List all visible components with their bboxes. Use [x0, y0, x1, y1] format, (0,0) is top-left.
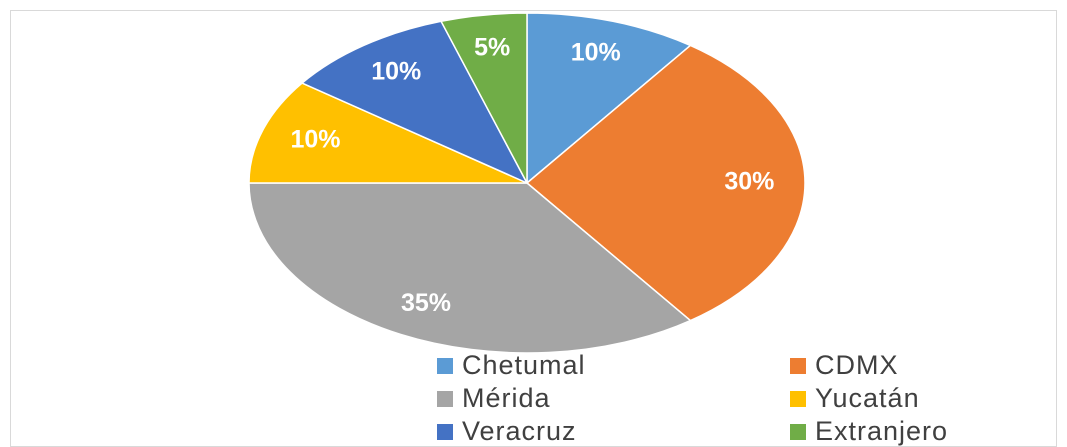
legend-label: CDMX [815, 350, 899, 380]
legend-swatch [437, 391, 453, 407]
legend-label: Mérida [462, 383, 551, 413]
pie-slice [439, 12, 528, 184]
legend-label: Extranjero [815, 416, 948, 446]
legend-swatch [790, 391, 806, 407]
pie-slice [525, 44, 806, 322]
legend-swatch [437, 358, 453, 374]
legend-label: Chetumal [462, 350, 586, 380]
pie-slice [526, 12, 692, 185]
legend-label: Yucatán [815, 383, 920, 413]
legend-swatch [790, 358, 806, 374]
data-label: 10% [571, 38, 621, 66]
pie-slice [300, 20, 529, 185]
data-label: 30% [724, 168, 774, 196]
pie-slice [248, 182, 692, 354]
data-label: 5% [474, 33, 510, 61]
legend-swatch [437, 424, 453, 440]
data-label: 35% [401, 289, 451, 317]
legend-swatch [790, 424, 806, 440]
data-label: 10% [290, 126, 340, 154]
legend-label: Veracruz [462, 416, 577, 446]
pie-slice [248, 82, 528, 184]
data-label: 10% [371, 58, 421, 86]
